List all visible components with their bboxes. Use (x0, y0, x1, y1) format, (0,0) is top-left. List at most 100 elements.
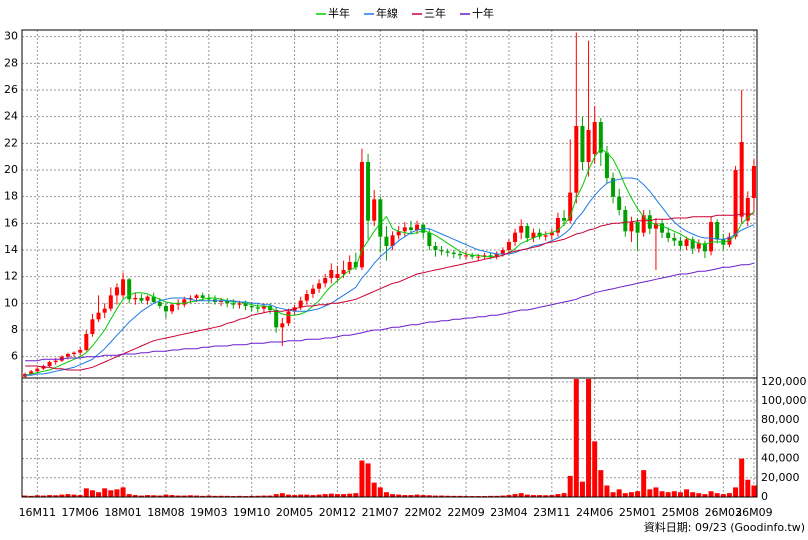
volume-bar (549, 495, 555, 497)
volume-bar (408, 495, 414, 497)
volume-bar (89, 490, 95, 497)
volume-bar (304, 494, 310, 497)
y-tick-label: 18 (4, 190, 18, 203)
volume-bar (175, 495, 181, 497)
volume-bar (604, 485, 610, 497)
x-tick-label: 26M09 (735, 506, 773, 519)
candle-body (366, 162, 371, 221)
candle-body (476, 256, 481, 258)
volume-bar (255, 495, 261, 497)
volume-bar (322, 494, 328, 497)
volume-bar (500, 495, 506, 497)
candle-body (359, 162, 364, 268)
candle-body (114, 287, 119, 296)
candle-body (347, 262, 352, 270)
volume-bar (169, 495, 175, 497)
x-tick-label: 23M11 (533, 506, 571, 519)
candle-body (310, 288, 315, 294)
volume-bar (28, 495, 34, 497)
x-tick-label: 24M06 (576, 506, 614, 519)
candle-body (341, 270, 346, 274)
volume-bar (218, 495, 224, 497)
volume-bar (420, 495, 426, 497)
legend-label: 三年 (424, 6, 446, 20)
candle-body (445, 251, 450, 253)
volume-bar (151, 495, 157, 497)
candle-body (408, 227, 413, 230)
candle-body (274, 310, 279, 328)
candle-body (623, 210, 628, 232)
volume-bar (341, 494, 347, 497)
x-tick-label: 26M03 (705, 506, 743, 519)
candle-body (666, 232, 671, 238)
candle-body (702, 243, 707, 252)
candle-body (255, 307, 260, 309)
y2-tick-label: 20,000 (761, 471, 800, 484)
candle-body (157, 302, 162, 306)
volume-bar (690, 492, 696, 497)
volume-bar (249, 495, 255, 497)
y-tick-label: 30 (4, 30, 18, 43)
volume-bar (432, 495, 438, 497)
volume-bar (224, 495, 230, 497)
volume-bar (365, 463, 371, 497)
candle-body (629, 222, 634, 232)
volume-bar (292, 495, 298, 497)
candle-body (519, 226, 524, 233)
volume-bar (684, 489, 690, 497)
candle-body (323, 278, 328, 284)
x-tick-label: 25M08 (662, 506, 700, 519)
volume-bar (543, 495, 549, 497)
candle-body (427, 232, 432, 246)
candle-body (751, 166, 756, 198)
volume-bar (212, 495, 218, 497)
y-tick-label: 28 (4, 56, 18, 69)
candle-body (402, 227, 407, 232)
x-tick-label: 19M10 (233, 506, 271, 519)
candle-body (200, 295, 205, 298)
candle-body (739, 142, 744, 217)
candle-body (188, 298, 193, 300)
y-tick-label: 14 (4, 243, 18, 256)
volume-bar (157, 495, 163, 497)
y-tick-label: 10 (4, 296, 18, 309)
candle-body (531, 232, 536, 238)
candle-body (145, 296, 150, 301)
x-tick-label: 17M06 (61, 506, 99, 519)
volume-bar (34, 495, 40, 497)
candle-body (715, 222, 720, 240)
y-tick-label: 8 (11, 323, 18, 336)
candle-body (231, 303, 236, 305)
candle-body (678, 240, 683, 246)
volume-bar (120, 487, 126, 497)
volume-bar (555, 494, 561, 497)
volume-bar (641, 470, 647, 497)
volume-bar (181, 495, 187, 497)
candle-body (586, 130, 591, 162)
volume-bar (347, 493, 353, 497)
candle-body (592, 122, 597, 154)
volume-bar (261, 495, 267, 497)
candle-body (384, 236, 389, 246)
volume-bar (267, 495, 273, 497)
candle-body (611, 178, 616, 197)
candle-body (470, 255, 475, 257)
volume-bar (586, 378, 592, 497)
volume-bar (396, 494, 402, 497)
x-tick-label: 20M05 (276, 506, 314, 519)
candle-body (378, 199, 383, 237)
x-tick-label: 23M04 (490, 506, 528, 519)
volume-bar (328, 493, 334, 497)
volume-bar (708, 491, 714, 497)
source-note: 資料日期: 09/23 (Goodinfo.tw) (644, 520, 805, 534)
volume-bar (451, 495, 457, 497)
candle-body (243, 303, 248, 306)
candle-body (335, 274, 340, 278)
x-tick-label: 19M03 (190, 506, 228, 519)
candle-body (121, 279, 126, 296)
candle-body (549, 232, 554, 236)
candle-body (219, 300, 224, 302)
volume-bar (579, 481, 585, 497)
candle-body (90, 319, 95, 334)
candle-body (225, 300, 230, 304)
